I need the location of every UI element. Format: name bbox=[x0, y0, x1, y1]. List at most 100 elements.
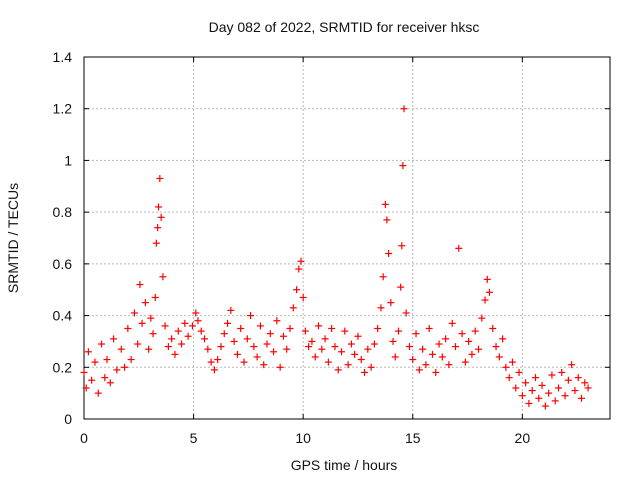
data-point bbox=[528, 387, 536, 395]
data-point bbox=[171, 350, 179, 358]
data-point bbox=[224, 319, 232, 327]
data-point bbox=[515, 368, 523, 376]
data-point bbox=[276, 363, 284, 371]
grid-layer bbox=[84, 57, 610, 419]
data-point bbox=[297, 257, 305, 265]
data-point bbox=[263, 340, 271, 348]
data-point bbox=[448, 319, 456, 327]
data-point bbox=[425, 325, 433, 332]
data-point bbox=[88, 376, 96, 384]
data-point bbox=[305, 343, 313, 351]
x-tick-label: 0 bbox=[80, 430, 88, 446]
data-point bbox=[117, 345, 125, 353]
point-layer bbox=[80, 105, 592, 410]
data-point bbox=[136, 281, 144, 289]
data-point bbox=[197, 327, 205, 335]
data-point bbox=[151, 293, 159, 301]
data-point bbox=[334, 366, 342, 374]
data-point bbox=[110, 335, 118, 343]
data-point bbox=[106, 379, 114, 387]
x-axis-label: GPS time / hours bbox=[291, 457, 398, 473]
data-point bbox=[147, 314, 155, 322]
data-point bbox=[127, 356, 135, 364]
data-point bbox=[233, 350, 241, 358]
data-point bbox=[370, 340, 378, 348]
data-point bbox=[328, 325, 336, 332]
data-point bbox=[468, 350, 476, 358]
y-tick-label: 1 bbox=[64, 152, 72, 168]
data-point bbox=[584, 384, 592, 392]
data-point bbox=[217, 343, 225, 351]
data-point bbox=[156, 175, 164, 183]
data-point bbox=[240, 358, 248, 366]
data-point bbox=[377, 304, 385, 312]
data-point bbox=[214, 356, 222, 364]
data-point bbox=[341, 327, 349, 335]
data-point bbox=[465, 337, 473, 345]
data-point bbox=[318, 345, 326, 353]
data-point bbox=[387, 299, 395, 307]
data-point bbox=[478, 314, 486, 322]
data-point bbox=[381, 200, 389, 208]
data-point bbox=[347, 340, 355, 348]
data-point bbox=[286, 325, 294, 332]
data-point bbox=[331, 343, 339, 351]
data-point bbox=[471, 327, 479, 335]
data-point bbox=[227, 306, 235, 314]
data-point bbox=[483, 275, 491, 283]
data-point bbox=[419, 345, 427, 353]
y-tick-label: 0.6 bbox=[53, 256, 73, 272]
data-point bbox=[505, 374, 513, 382]
data-point bbox=[84, 348, 92, 356]
data-point bbox=[492, 343, 500, 351]
data-point bbox=[145, 345, 153, 353]
data-point bbox=[344, 361, 352, 369]
data-point bbox=[399, 162, 407, 170]
data-point bbox=[293, 286, 301, 294]
data-point bbox=[415, 366, 423, 374]
data-point bbox=[210, 366, 218, 374]
data-point bbox=[80, 368, 88, 376]
data-point bbox=[499, 335, 507, 343]
data-point bbox=[525, 399, 533, 407]
data-point bbox=[155, 203, 163, 211]
data-point bbox=[279, 332, 287, 340]
data-point bbox=[428, 350, 436, 358]
data-point bbox=[247, 312, 255, 320]
y-axis-label: SRMTID / TECUs bbox=[5, 183, 21, 293]
data-point bbox=[581, 379, 589, 387]
data-point bbox=[138, 319, 146, 327]
data-point bbox=[149, 330, 157, 338]
data-point bbox=[571, 387, 579, 395]
data-point bbox=[311, 353, 319, 361]
x-tick-label: 20 bbox=[515, 430, 531, 446]
chart-title: Day 082 of 2022, SRMTID for receiver hks… bbox=[209, 19, 480, 35]
y-tick-label: 0 bbox=[64, 411, 72, 427]
data-point bbox=[541, 402, 549, 410]
data-point bbox=[451, 343, 459, 351]
data-point bbox=[351, 350, 359, 358]
data-point bbox=[548, 371, 556, 379]
data-point bbox=[435, 340, 443, 348]
data-point bbox=[82, 384, 90, 392]
data-point bbox=[361, 368, 369, 376]
data-point bbox=[270, 348, 278, 356]
data-point bbox=[121, 363, 129, 371]
data-point bbox=[395, 327, 403, 335]
data-point bbox=[141, 299, 149, 307]
data-point bbox=[442, 335, 450, 343]
data-point bbox=[113, 366, 121, 374]
data-point bbox=[256, 322, 264, 330]
data-point bbox=[338, 348, 346, 356]
data-point bbox=[230, 337, 238, 345]
y-tick-label: 0.8 bbox=[53, 204, 73, 220]
data-point bbox=[295, 265, 303, 273]
data-point bbox=[101, 374, 109, 382]
data-point bbox=[512, 384, 520, 392]
data-point bbox=[561, 392, 569, 400]
data-point bbox=[201, 335, 209, 343]
data-point bbox=[357, 356, 365, 364]
data-point bbox=[391, 353, 399, 361]
